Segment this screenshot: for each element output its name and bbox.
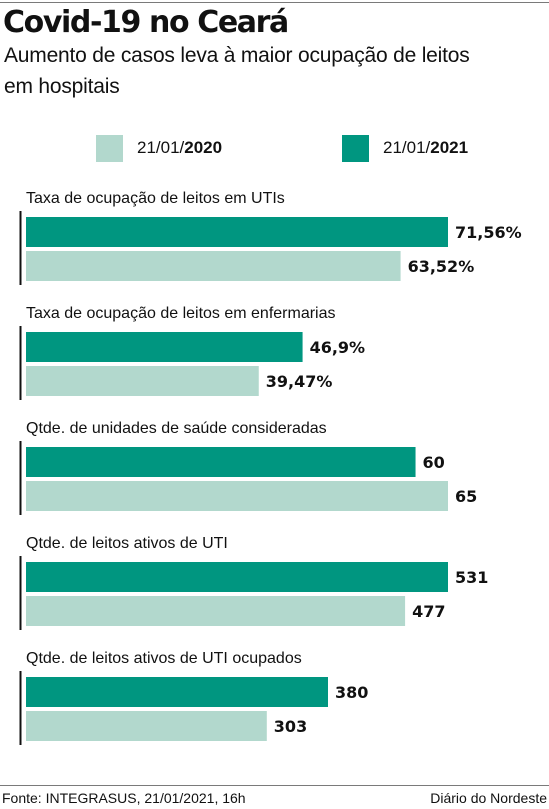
bar-2020 xyxy=(26,366,259,396)
legend-label-2021: 21/01/2021 xyxy=(383,138,469,157)
panel-label: Taxa de ocupação de leitos em enfermaria… xyxy=(26,305,336,322)
bar-2021 xyxy=(26,562,448,592)
publisher-credit: Diário do Nordeste xyxy=(430,790,547,806)
bar-value-label: 46,9% xyxy=(310,338,366,357)
bar-chart: Taxa de ocupação de leitos em UTIs 71,56%… xyxy=(19,190,522,745)
legend-label-2020: 21/01/2020 xyxy=(137,138,223,157)
footer-rule xyxy=(0,785,549,786)
bar-2021 xyxy=(26,332,303,362)
chart-subtitle: Aumento de casos leva à maior ocupação d… xyxy=(4,44,470,98)
bar-value-label: 65 xyxy=(455,487,477,506)
bar-2021 xyxy=(26,217,448,247)
bar-2020 xyxy=(26,481,448,511)
bar-2021 xyxy=(26,677,328,707)
bar-2020 xyxy=(26,251,401,281)
bar-value-label: 303 xyxy=(274,717,307,736)
panel-label: Qtde. de leitos ativos de UTI xyxy=(26,535,228,552)
chart-title: Covid-19 no Ceará xyxy=(3,5,289,40)
bar-2020 xyxy=(26,711,267,741)
panel-label: Taxa de ocupação de leitos em UTIs xyxy=(26,190,285,207)
bar-value-label: 477 xyxy=(412,602,445,621)
source-note: Fonte: INTEGRASUS, 21/01/2021, 16h xyxy=(2,790,246,806)
bar-value-label: 71,56% xyxy=(455,223,522,242)
bar-2021 xyxy=(26,447,416,477)
panel-label: Qtde. de unidades de saúde consideradas xyxy=(26,420,327,437)
bar-value-label: 380 xyxy=(335,683,368,702)
top-rule xyxy=(0,2,549,3)
legend-swatch-2021 xyxy=(342,135,369,162)
bar-value-label: 531 xyxy=(455,568,488,587)
bar-value-label: 63,52% xyxy=(408,257,475,276)
bar-value-label: 60 xyxy=(423,453,445,472)
bar-2020 xyxy=(26,596,406,626)
bar-value-label: 39,47% xyxy=(266,372,333,391)
legend-swatch-2020 xyxy=(96,135,123,162)
panel-label: Qtde. de leitos ativos de UTI ocupados xyxy=(26,650,302,667)
